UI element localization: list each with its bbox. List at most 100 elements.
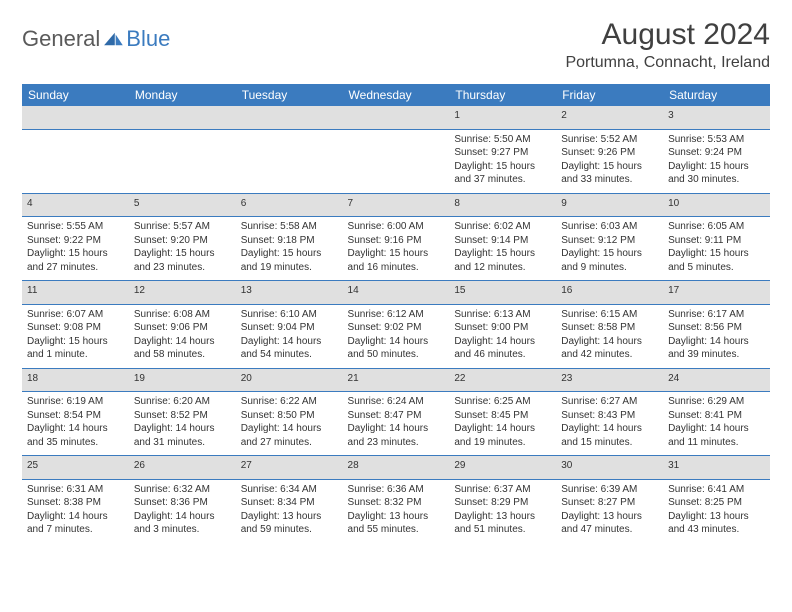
sunrise-line: Sunrise: 6:27 AM [561, 395, 658, 409]
info-cell [129, 129, 236, 193]
month-title: August 2024 [565, 18, 770, 52]
info-cell: Sunrise: 6:02 AMSunset: 9:14 PMDaylight:… [449, 217, 556, 281]
sunset-line: Sunset: 8:43 PM [561, 409, 658, 423]
info-cell [236, 129, 343, 193]
daylight-line: Daylight: 14 hours and 15 minutes. [561, 422, 658, 449]
sunrise-line: Sunrise: 6:32 AM [134, 483, 231, 497]
info-cell: Sunrise: 6:31 AMSunset: 8:38 PMDaylight:… [22, 479, 129, 543]
info-cell: Sunrise: 5:53 AMSunset: 9:24 PMDaylight:… [663, 129, 770, 193]
info-cell: Sunrise: 6:12 AMSunset: 9:02 PMDaylight:… [343, 304, 450, 368]
sunset-line: Sunset: 8:27 PM [561, 496, 658, 510]
info-cell: Sunrise: 6:19 AMSunset: 8:54 PMDaylight:… [22, 392, 129, 456]
info-cell: Sunrise: 6:32 AMSunset: 8:36 PMDaylight:… [129, 479, 236, 543]
date-cell: 6 [236, 193, 343, 217]
sunset-line: Sunset: 8:50 PM [241, 409, 338, 423]
date-cell: 15 [449, 281, 556, 305]
logo: General Blue [22, 26, 170, 52]
sunset-line: Sunset: 9:06 PM [134, 321, 231, 335]
daylight-line: Daylight: 14 hours and 11 minutes. [668, 422, 765, 449]
date-cell: 22 [449, 368, 556, 392]
date-cell [236, 106, 343, 129]
date-row: 45678910 [22, 193, 770, 217]
sunset-line: Sunset: 9:27 PM [454, 146, 551, 160]
info-cell [343, 129, 450, 193]
daylight-line: Daylight: 14 hours and 7 minutes. [27, 510, 124, 537]
day-header: Wednesday [343, 84, 450, 106]
date-cell: 19 [129, 368, 236, 392]
info-cell: Sunrise: 5:50 AMSunset: 9:27 PMDaylight:… [449, 129, 556, 193]
sunrise-line: Sunrise: 6:29 AM [668, 395, 765, 409]
daylight-line: Daylight: 15 hours and 16 minutes. [348, 247, 445, 274]
sunrise-line: Sunrise: 5:53 AM [668, 133, 765, 147]
date-cell: 4 [22, 193, 129, 217]
info-cell: Sunrise: 6:25 AMSunset: 8:45 PMDaylight:… [449, 392, 556, 456]
sunrise-line: Sunrise: 5:52 AM [561, 133, 658, 147]
info-cell: Sunrise: 6:36 AMSunset: 8:32 PMDaylight:… [343, 479, 450, 543]
daylight-line: Daylight: 14 hours and 35 minutes. [27, 422, 124, 449]
date-cell: 18 [22, 368, 129, 392]
sunset-line: Sunset: 8:34 PM [241, 496, 338, 510]
sunrise-line: Sunrise: 6:00 AM [348, 220, 445, 234]
date-row: 25262728293031 [22, 456, 770, 480]
sunrise-line: Sunrise: 6:07 AM [27, 308, 124, 322]
sunrise-line: Sunrise: 6:22 AM [241, 395, 338, 409]
info-cell: Sunrise: 6:03 AMSunset: 9:12 PMDaylight:… [556, 217, 663, 281]
date-cell [22, 106, 129, 129]
day-header: Saturday [663, 84, 770, 106]
daylight-line: Daylight: 14 hours and 50 minutes. [348, 335, 445, 362]
date-cell: 5 [129, 193, 236, 217]
sunrise-line: Sunrise: 6:24 AM [348, 395, 445, 409]
sunset-line: Sunset: 9:26 PM [561, 146, 658, 160]
info-cell: Sunrise: 6:00 AMSunset: 9:16 PMDaylight:… [343, 217, 450, 281]
info-cell: Sunrise: 6:29 AMSunset: 8:41 PMDaylight:… [663, 392, 770, 456]
date-cell: 28 [343, 456, 450, 480]
date-cell: 26 [129, 456, 236, 480]
date-cell: 25 [22, 456, 129, 480]
sunset-line: Sunset: 8:36 PM [134, 496, 231, 510]
daylight-line: Daylight: 14 hours and 31 minutes. [134, 422, 231, 449]
info-cell: Sunrise: 6:39 AMSunset: 8:27 PMDaylight:… [556, 479, 663, 543]
date-row: 11121314151617 [22, 281, 770, 305]
daylight-line: Daylight: 14 hours and 3 minutes. [134, 510, 231, 537]
info-row: Sunrise: 5:55 AMSunset: 9:22 PMDaylight:… [22, 217, 770, 281]
date-cell: 14 [343, 281, 450, 305]
daylight-line: Daylight: 14 hours and 42 minutes. [561, 335, 658, 362]
day-header: Thursday [449, 84, 556, 106]
title-block: August 2024 Portumna, Connacht, Ireland [565, 18, 770, 72]
logo-text-blue: Blue [126, 26, 170, 52]
daylight-line: Daylight: 14 hours and 54 minutes. [241, 335, 338, 362]
daylight-line: Daylight: 13 hours and 43 minutes. [668, 510, 765, 537]
sunrise-line: Sunrise: 6:15 AM [561, 308, 658, 322]
sunrise-line: Sunrise: 6:34 AM [241, 483, 338, 497]
daylight-line: Daylight: 15 hours and 27 minutes. [27, 247, 124, 274]
sunset-line: Sunset: 9:11 PM [668, 234, 765, 248]
date-cell: 8 [449, 193, 556, 217]
date-cell: 21 [343, 368, 450, 392]
date-cell: 2 [556, 106, 663, 129]
sunset-line: Sunset: 9:04 PM [241, 321, 338, 335]
date-cell: 16 [556, 281, 663, 305]
sunrise-line: Sunrise: 5:55 AM [27, 220, 124, 234]
sunrise-line: Sunrise: 6:13 AM [454, 308, 551, 322]
date-cell: 24 [663, 368, 770, 392]
date-cell: 10 [663, 193, 770, 217]
info-cell: Sunrise: 6:08 AMSunset: 9:06 PMDaylight:… [129, 304, 236, 368]
calendar-header-row: SundayMondayTuesdayWednesdayThursdayFrid… [22, 84, 770, 106]
sunset-line: Sunset: 9:24 PM [668, 146, 765, 160]
sunset-line: Sunset: 8:54 PM [27, 409, 124, 423]
daylight-line: Daylight: 15 hours and 19 minutes. [241, 247, 338, 274]
sunset-line: Sunset: 8:38 PM [27, 496, 124, 510]
daylight-line: Daylight: 15 hours and 30 minutes. [668, 160, 765, 187]
daylight-line: Daylight: 15 hours and 37 minutes. [454, 160, 551, 187]
sunset-line: Sunset: 8:47 PM [348, 409, 445, 423]
info-cell: Sunrise: 6:10 AMSunset: 9:04 PMDaylight:… [236, 304, 343, 368]
date-cell: 1 [449, 106, 556, 129]
info-cell: Sunrise: 6:22 AMSunset: 8:50 PMDaylight:… [236, 392, 343, 456]
date-cell: 29 [449, 456, 556, 480]
day-header: Friday [556, 84, 663, 106]
sunrise-line: Sunrise: 6:37 AM [454, 483, 551, 497]
info-cell: Sunrise: 6:05 AMSunset: 9:11 PMDaylight:… [663, 217, 770, 281]
daylight-line: Daylight: 15 hours and 1 minute. [27, 335, 124, 362]
date-row: 18192021222324 [22, 368, 770, 392]
sunset-line: Sunset: 8:29 PM [454, 496, 551, 510]
